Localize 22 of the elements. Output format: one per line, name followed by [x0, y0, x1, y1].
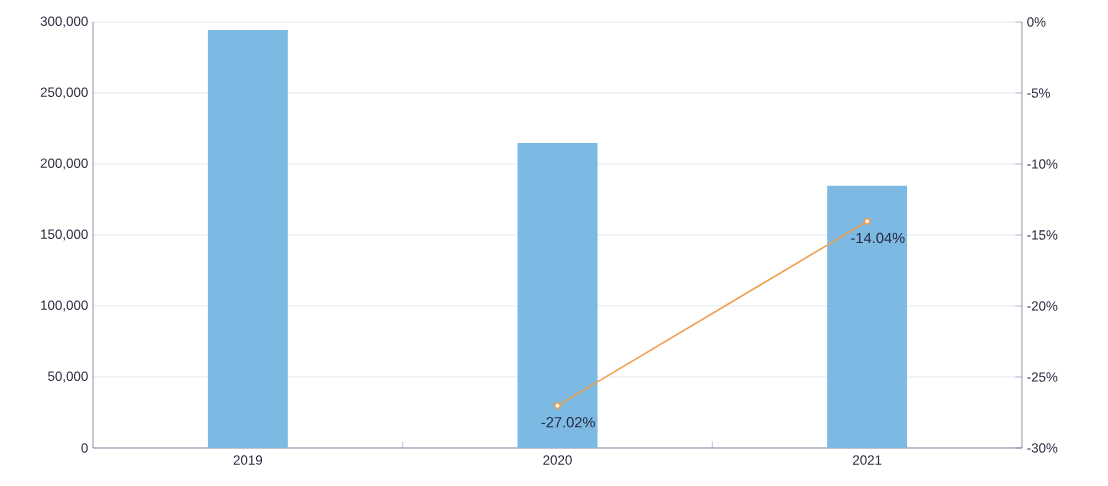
- y2-tick-label: -5%: [1027, 88, 1050, 98]
- data-label: -27.02%: [541, 417, 595, 428]
- x-tick-label: 2019: [233, 455, 263, 465]
- data-label: -14.04%: [851, 232, 905, 244]
- y2-tick-label: -10%: [1027, 159, 1058, 169]
- y-tick-label: 150,000: [41, 229, 88, 241]
- y-tick-label: 100,000: [41, 300, 88, 312]
- y2-tick-label: 0%: [1027, 17, 1046, 27]
- y-tick-label: 250,000: [40, 87, 88, 99]
- y-tick-label: 50,000: [48, 371, 88, 383]
- y-tick-label: 300,000: [40, 16, 88, 28]
- y2-tick-label: -20%: [1027, 301, 1058, 311]
- bar: [827, 185, 908, 448]
- y-tick-label: 0: [81, 443, 88, 453]
- y2-tick-label: -30%: [1027, 443, 1058, 453]
- bar: [517, 142, 598, 448]
- y-tick-label: 200,000: [40, 158, 88, 170]
- bar: [207, 29, 288, 448]
- x-tick-label: 2020: [543, 455, 572, 465]
- y2-tick-label: -15%: [1027, 230, 1058, 240]
- y2-tick-label: -25%: [1027, 372, 1058, 382]
- x-tick-label: 2021: [853, 455, 882, 465]
